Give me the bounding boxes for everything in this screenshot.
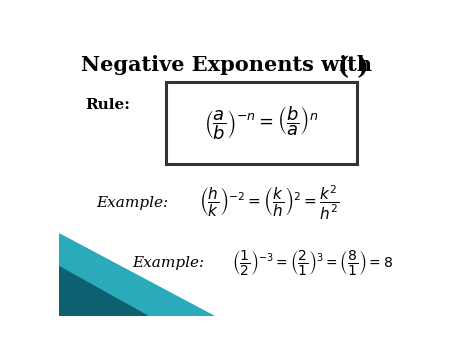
Text: Example:: Example:	[133, 256, 205, 270]
Text: $\left(\dfrac{1}{2}\right)^{-3} = \left(\dfrac{2}{1}\right)^{3} = \left(\dfrac{8: $\left(\dfrac{1}{2}\right)^{-3} = \left(…	[232, 248, 393, 277]
Text: Negative Exponents with: Negative Exponents with	[82, 55, 372, 75]
Text: $\left(\dfrac{h}{k}\right)^{-2} = \left(\dfrac{k}{h}\right)^{2} = \dfrac{k^2}{h^: $\left(\dfrac{h}{k}\right)^{-2} = \left(…	[199, 184, 339, 222]
Text: Rule:: Rule:	[85, 98, 130, 113]
Text: $\left(\dfrac{a}{b}\right)^{-n} = \left(\dfrac{b}{a}\right)^{n}$: $\left(\dfrac{a}{b}\right)^{-n} = \left(…	[204, 104, 319, 142]
Polygon shape	[59, 267, 147, 316]
Polygon shape	[59, 234, 213, 316]
Text: Example:: Example:	[96, 196, 168, 209]
Text: ( ): ( )	[338, 55, 369, 79]
Bar	[166, 82, 357, 164]
